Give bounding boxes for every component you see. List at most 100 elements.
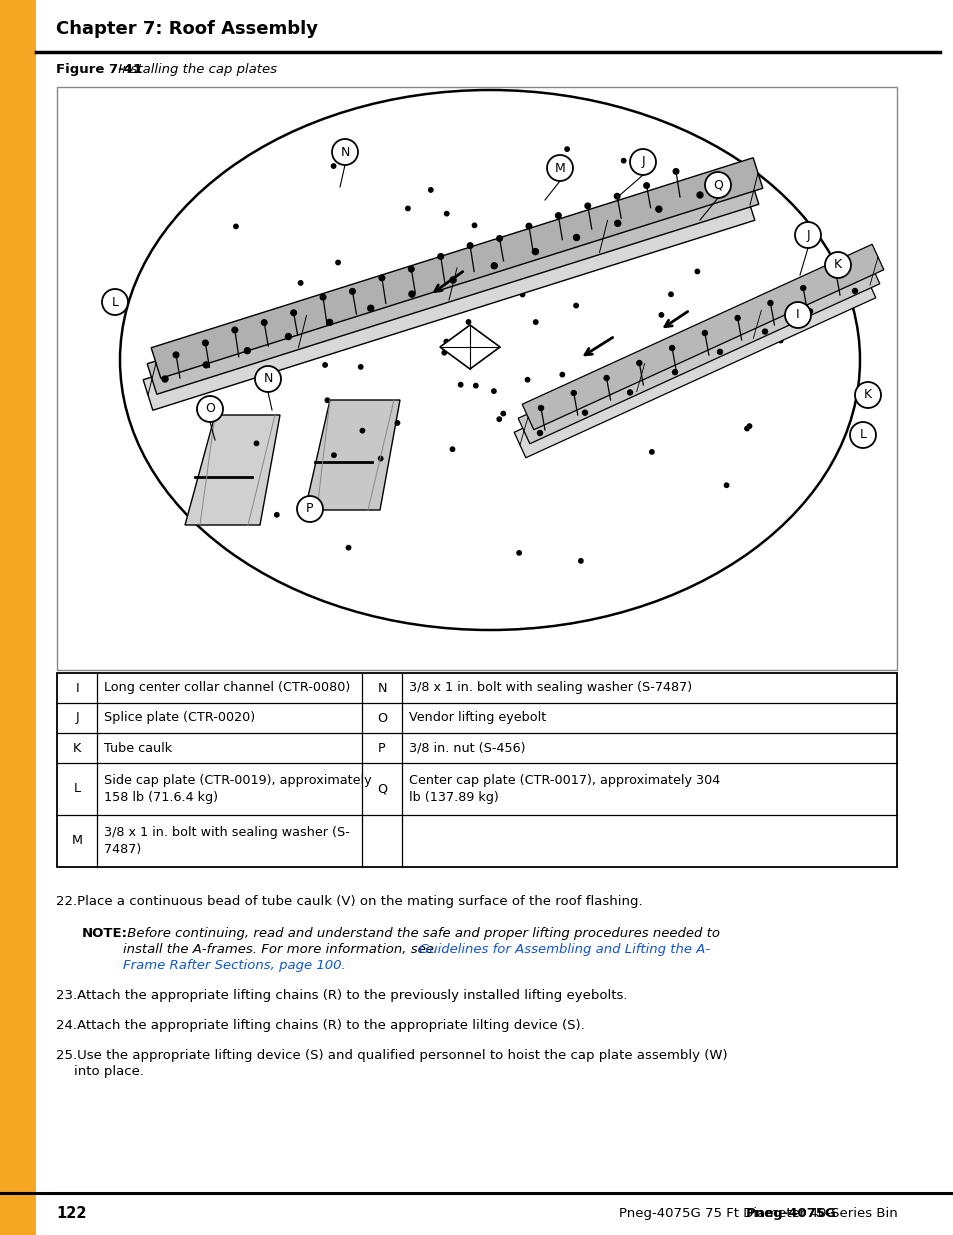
- Circle shape: [322, 363, 327, 367]
- Circle shape: [298, 280, 302, 285]
- Circle shape: [559, 373, 564, 377]
- Circle shape: [704, 172, 730, 198]
- Circle shape: [669, 346, 674, 351]
- Circle shape: [673, 169, 679, 174]
- Circle shape: [659, 312, 663, 317]
- Text: K: K: [863, 389, 871, 401]
- Circle shape: [444, 211, 449, 216]
- Circle shape: [233, 225, 238, 228]
- Circle shape: [497, 417, 501, 421]
- Circle shape: [291, 310, 296, 316]
- Circle shape: [735, 315, 740, 321]
- Text: L: L: [112, 295, 118, 309]
- Circle shape: [296, 496, 323, 522]
- Circle shape: [244, 348, 250, 353]
- Circle shape: [444, 340, 448, 343]
- Circle shape: [500, 411, 505, 416]
- Text: N: N: [263, 373, 273, 385]
- Polygon shape: [151, 158, 762, 378]
- Circle shape: [335, 261, 340, 264]
- Circle shape: [320, 294, 326, 300]
- Circle shape: [350, 289, 355, 294]
- Text: N: N: [377, 682, 386, 694]
- Polygon shape: [185, 415, 280, 525]
- Circle shape: [702, 352, 707, 357]
- Circle shape: [325, 398, 329, 403]
- Circle shape: [620, 158, 625, 163]
- Circle shape: [467, 243, 473, 248]
- Text: Center cap plate (CTR-0017), approximately 304
lb (137.89 kg): Center cap plate (CTR-0017), approximate…: [409, 774, 720, 804]
- Circle shape: [351, 335, 355, 338]
- Text: P: P: [377, 741, 386, 755]
- Text: Figure 7-41: Figure 7-41: [56, 63, 142, 75]
- Text: 3/8 x 1 in. bolt with sealing washer (S-
7487): 3/8 x 1 in. bolt with sealing washer (S-…: [104, 826, 350, 856]
- Text: M: M: [554, 162, 565, 174]
- Circle shape: [472, 224, 476, 227]
- Circle shape: [346, 546, 351, 550]
- Text: 3/8 x 1 in. bolt with sealing washer (S-7487): 3/8 x 1 in. bolt with sealing washer (S-…: [409, 682, 692, 694]
- Text: Chapter 7: Roof Assembly: Chapter 7: Roof Assembly: [56, 20, 317, 38]
- Circle shape: [532, 248, 537, 254]
- Text: Installing the cap plates: Installing the cap plates: [113, 63, 276, 75]
- Circle shape: [571, 390, 576, 395]
- Circle shape: [378, 275, 384, 280]
- Circle shape: [778, 338, 782, 343]
- Circle shape: [254, 366, 281, 391]
- Circle shape: [546, 156, 573, 182]
- Text: I: I: [796, 309, 799, 321]
- Circle shape: [632, 387, 636, 391]
- Circle shape: [497, 236, 502, 241]
- Circle shape: [202, 340, 208, 346]
- Circle shape: [437, 253, 443, 259]
- Circle shape: [717, 350, 721, 354]
- Circle shape: [203, 362, 209, 368]
- Text: 25.Use the appropriate lifting device (S) and qualified personnel to hoist the c: 25.Use the appropriate lifting device (S…: [56, 1049, 727, 1062]
- Polygon shape: [147, 174, 758, 394]
- Circle shape: [408, 267, 414, 272]
- Circle shape: [102, 289, 128, 315]
- Circle shape: [162, 375, 168, 382]
- Text: 23.Attach the appropriate lifting chains (R) to the previously installed lifting: 23.Attach the appropriate lifting chains…: [56, 989, 627, 1002]
- Circle shape: [308, 511, 313, 515]
- Polygon shape: [514, 272, 875, 458]
- Circle shape: [555, 212, 560, 219]
- Circle shape: [441, 351, 446, 354]
- Text: J: J: [805, 228, 809, 242]
- Text: P: P: [306, 503, 314, 515]
- Circle shape: [744, 426, 748, 431]
- Text: K: K: [73, 741, 81, 755]
- Circle shape: [695, 269, 699, 274]
- Circle shape: [519, 293, 524, 296]
- Circle shape: [196, 396, 223, 422]
- Text: L: L: [859, 429, 865, 441]
- Circle shape: [697, 191, 702, 198]
- Circle shape: [491, 389, 496, 393]
- Circle shape: [360, 429, 364, 433]
- Circle shape: [672, 369, 677, 374]
- Text: 3/8 in. nut (S-456): 3/8 in. nut (S-456): [409, 741, 525, 755]
- Polygon shape: [305, 400, 399, 510]
- Circle shape: [564, 147, 569, 152]
- Circle shape: [824, 252, 850, 278]
- Text: Frame Rafter Sections, page 100.: Frame Rafter Sections, page 100.: [123, 960, 345, 972]
- Circle shape: [526, 224, 531, 228]
- Circle shape: [380, 283, 385, 287]
- Circle shape: [437, 280, 442, 284]
- Circle shape: [629, 149, 656, 175]
- Circle shape: [794, 222, 821, 248]
- Circle shape: [368, 305, 374, 311]
- Text: NOTE:: NOTE:: [82, 927, 128, 940]
- Text: O: O: [205, 403, 214, 415]
- Text: I: I: [75, 682, 79, 694]
- Circle shape: [649, 450, 654, 454]
- Text: Tube caulk: Tube caulk: [104, 741, 172, 755]
- Text: 122: 122: [56, 1205, 87, 1220]
- Circle shape: [746, 424, 751, 429]
- Circle shape: [578, 558, 582, 563]
- Circle shape: [405, 206, 410, 211]
- Circle shape: [332, 453, 335, 457]
- Circle shape: [473, 383, 477, 388]
- Circle shape: [603, 375, 608, 380]
- Circle shape: [638, 400, 641, 404]
- Bar: [0, 0, 36, 1235]
